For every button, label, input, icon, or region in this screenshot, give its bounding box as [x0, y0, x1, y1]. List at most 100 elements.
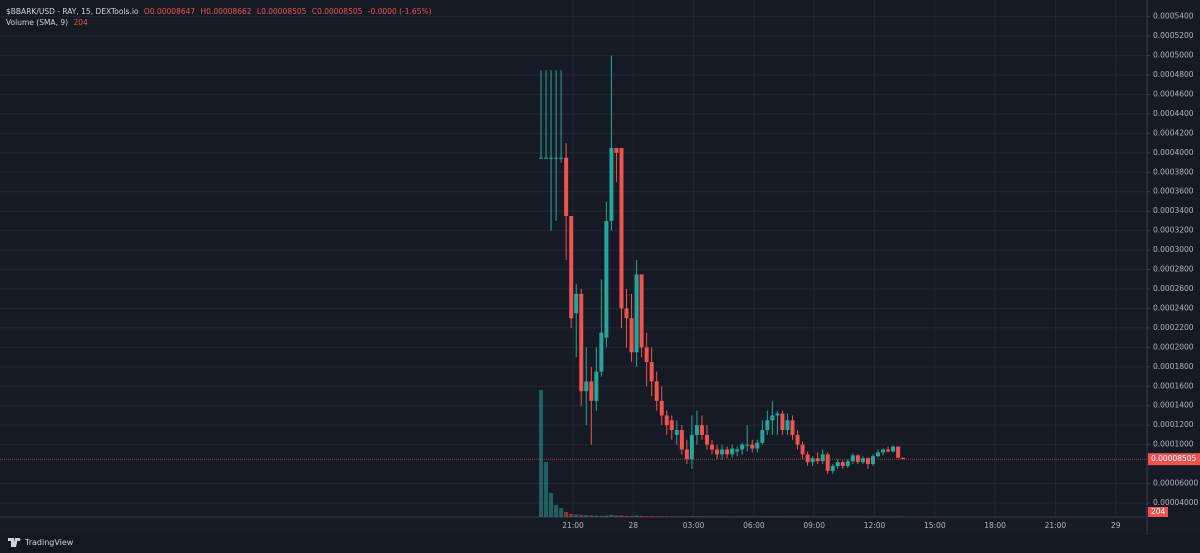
candle-body	[720, 449, 725, 455]
volume-bar	[765, 516, 770, 517]
candle-body	[765, 420, 770, 431]
volume-bar	[654, 516, 659, 517]
candle-body	[544, 157, 549, 159]
volume-bar	[569, 514, 574, 517]
volume-bar	[689, 516, 694, 517]
volume-tag-label: 204	[1151, 507, 1166, 516]
change: -0.0000 (-1.65%)	[367, 7, 432, 16]
candle-body	[855, 455, 860, 463]
brand[interactable]: TradingView	[8, 538, 73, 547]
candle-body	[886, 449, 891, 452]
last-price-tag	[1148, 453, 1200, 466]
ohlc-low: L0.00008505	[256, 7, 307, 16]
y-tick-label: 0.0004200	[1153, 128, 1194, 137]
y-tick-label: 0.0001800	[1153, 362, 1194, 371]
candle-body	[845, 461, 850, 467]
y-tick-label: 0.0005000	[1153, 51, 1194, 60]
bottom-bar	[0, 535, 1200, 553]
x-tick-label: 29	[1111, 521, 1121, 530]
candle-body	[604, 220, 609, 338]
candle-body	[795, 434, 800, 445]
y-tick-label: 0.0004000	[1153, 148, 1194, 157]
candle-body	[589, 381, 594, 401]
volume-bar	[659, 516, 664, 517]
candle-body	[790, 420, 795, 435]
candle-body	[564, 157, 569, 217]
x-tick-label: 06:00	[743, 521, 765, 530]
candle-body	[614, 147, 619, 153]
candle-body	[674, 430, 679, 435]
candle-body	[740, 444, 745, 450]
candle-body	[684, 449, 689, 460]
candle-body	[649, 361, 654, 382]
volume-title: Volume (SMA, 9)	[6, 18, 69, 27]
y-tick-label: 0.00006000	[1153, 479, 1199, 488]
candle-body	[699, 425, 704, 435]
y-tick-label: 0.00004000	[1153, 498, 1199, 507]
x-tick-label: 28	[629, 521, 639, 530]
candle-body	[654, 381, 659, 401]
last-price-label: 0.00008505	[1151, 454, 1197, 463]
y-tick-label: 0.0003400	[1153, 206, 1194, 215]
volume-tag	[1148, 507, 1168, 517]
candle-body	[609, 147, 614, 221]
volume-bar	[574, 514, 579, 517]
candle-body	[896, 446, 901, 458]
volume-bar	[544, 462, 549, 517]
y-tick-label: 0.0003000	[1153, 245, 1194, 254]
candle-body	[710, 444, 715, 450]
x-tick-label: 15:00	[924, 521, 946, 530]
candle-body	[689, 434, 694, 460]
legend-row: $BBARK/USD - RAY, 15, DEXTools.io O0.000…	[6, 6, 435, 17]
candle-body	[800, 444, 805, 455]
volume-bar	[649, 516, 654, 517]
ohlc-open: O0.00008647	[143, 7, 196, 16]
volume-bar	[604, 515, 609, 517]
candle-body	[770, 415, 775, 421]
y-tick-label: 0.0001200	[1153, 420, 1194, 429]
y-tick-label: 0.0002200	[1153, 323, 1194, 332]
candle-body	[805, 454, 810, 463]
volume-bar	[549, 493, 554, 517]
symbol-title: $BBARK/USD - RAY, 15, DEXTools.io	[6, 7, 139, 16]
volume-bar	[539, 390, 543, 517]
brand-logo	[8, 538, 21, 547]
y-tick-label: 0.0003600	[1153, 187, 1194, 196]
candle-body	[644, 347, 649, 362]
candle-body	[629, 318, 634, 353]
candle-body	[820, 454, 825, 462]
candle-body	[881, 449, 886, 453]
legend: $BBARK/USD - RAY, 15, DEXTools.io O0.000…	[6, 6, 435, 28]
volume-value: 204	[73, 18, 88, 27]
y-tick-label: 0.0005400	[1153, 12, 1194, 21]
x-tick-label: 21:00	[1045, 521, 1067, 530]
candle-body	[891, 446, 896, 452]
candle-body	[539, 157, 543, 159]
y-tick-label: 0.0002600	[1153, 284, 1194, 293]
candle-body	[725, 449, 730, 455]
candle-body	[669, 420, 674, 431]
candle-body	[785, 420, 790, 431]
volume-bar	[775, 516, 780, 517]
candle-body	[594, 371, 599, 401]
candle-body	[624, 308, 629, 319]
volume-bar	[589, 515, 594, 517]
y-tick-label: 0.0003800	[1153, 167, 1194, 176]
candle-body	[704, 434, 709, 445]
volume-bar	[770, 516, 775, 517]
volume-bar	[554, 505, 559, 517]
x-tick-label: 09:00	[803, 521, 825, 530]
candle-body	[715, 449, 720, 455]
x-tick-label: 18:00	[984, 521, 1006, 530]
candle-body	[679, 430, 684, 450]
brand-name: TradingView	[25, 538, 74, 547]
volume-bar	[609, 514, 614, 517]
candle-body	[735, 449, 740, 452]
candle-body	[775, 413, 780, 416]
candle-body	[579, 293, 584, 392]
volume-bar	[584, 515, 589, 517]
y-tick-label: 0.0001000	[1153, 440, 1194, 449]
candle-body	[639, 274, 644, 348]
